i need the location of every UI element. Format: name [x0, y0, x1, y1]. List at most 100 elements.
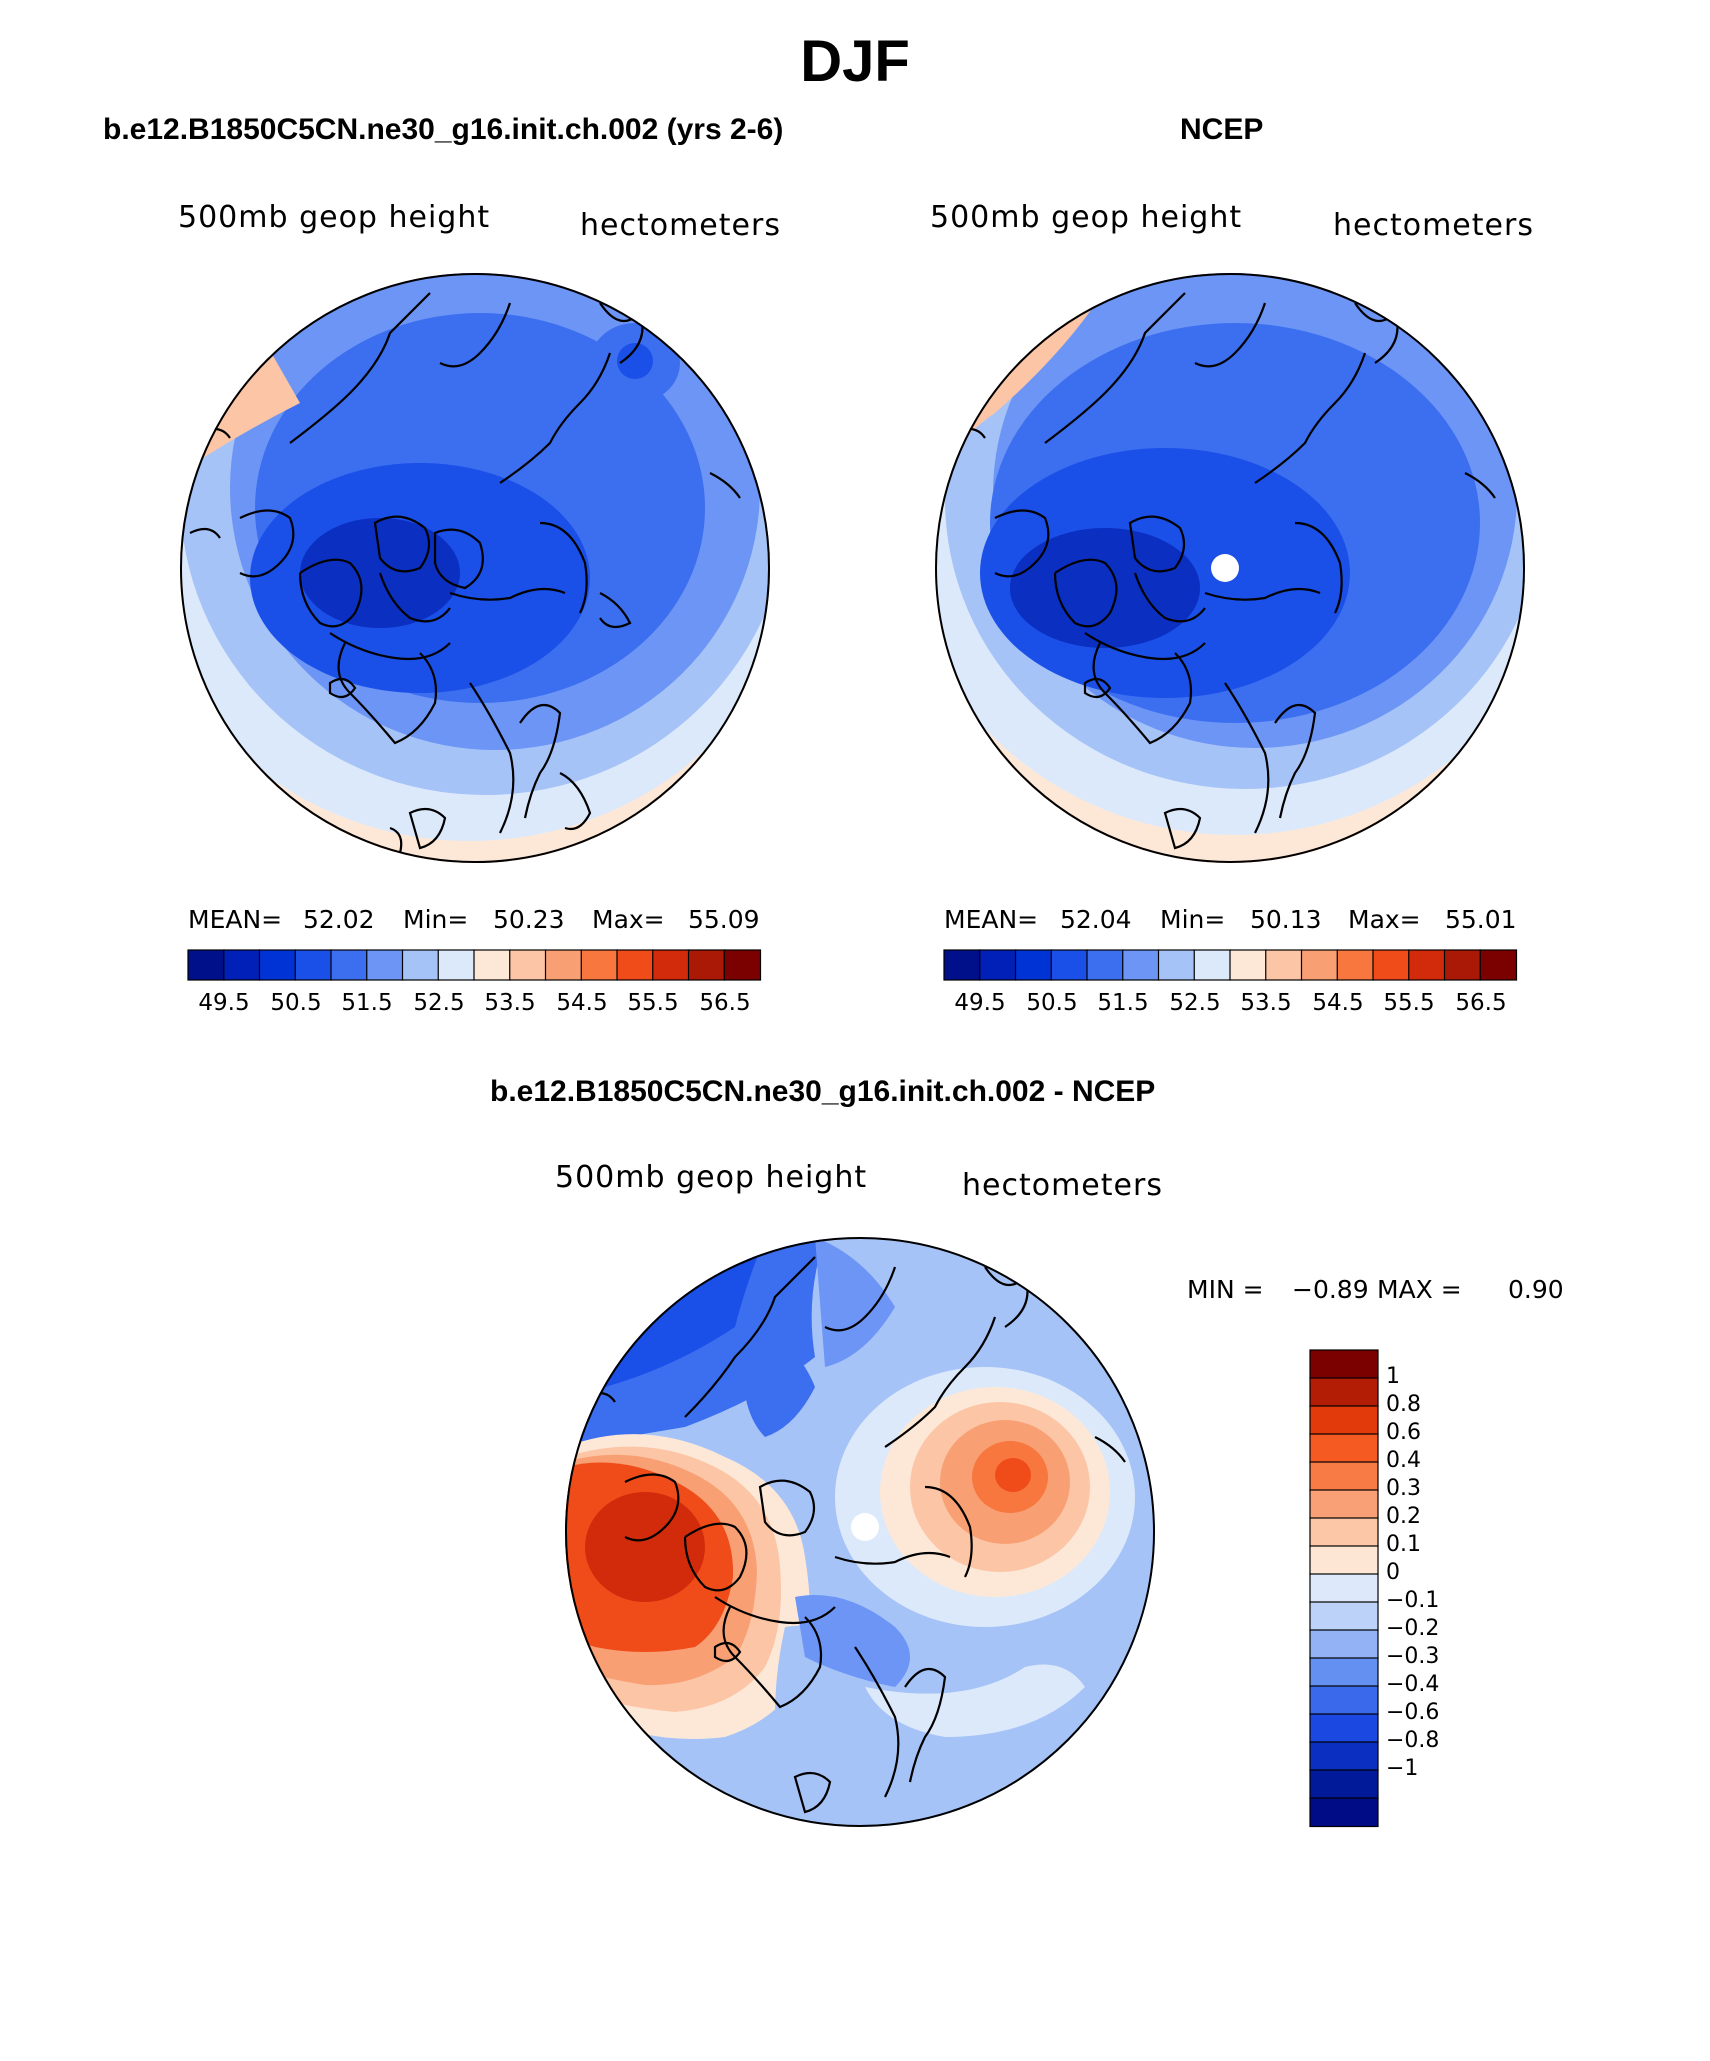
- diff-min-label: MIN =: [1187, 1275, 1264, 1304]
- cbar-label: −0.2: [1386, 1616, 1440, 1641]
- colorbar-swatch: [687, 949, 726, 981]
- model-colorbar-ticks: 49.5 50.5 51.5 52.5 53.5 54.5 55.5 56.5: [188, 990, 760, 1020]
- tick-label: 56.5: [699, 990, 751, 1016]
- diff-min-value: −0.89: [1292, 1275, 1369, 1304]
- model-mean-label: MEAN=: [188, 905, 283, 934]
- colorbar-swatch: [1193, 949, 1232, 981]
- obs-mean-label: MEAN=: [944, 905, 1039, 934]
- colorbar-swatch: [943, 949, 981, 981]
- model-polar-map: [180, 273, 770, 863]
- cbar-label: −0.3: [1386, 1644, 1440, 1669]
- colorbar-swatch: [1309, 1461, 1379, 1492]
- obs-min-value: 50.13: [1250, 905, 1322, 934]
- colorbar-swatch: [616, 949, 654, 981]
- tick-label: 50.5: [1026, 990, 1078, 1016]
- colorbar-swatch: [1479, 949, 1518, 981]
- colorbar-swatch: [544, 949, 583, 981]
- colorbar-swatch: [1014, 949, 1053, 981]
- obs-max-value: 55.01: [1445, 905, 1517, 934]
- colorbar-swatch: [979, 949, 1017, 981]
- colorbar-swatch: [1157, 949, 1196, 981]
- colorbar-swatch: [1309, 1601, 1379, 1632]
- colorbar-swatch: [437, 949, 476, 981]
- cbar-label: −0.8: [1386, 1728, 1440, 1753]
- colorbar-swatch: [1122, 949, 1160, 981]
- colorbar-swatch: [1309, 1405, 1379, 1436]
- obs-max-label: Max=: [1348, 905, 1421, 934]
- colorbar-swatch: [1309, 1713, 1379, 1744]
- obs-units-label: hectometers: [1333, 208, 1534, 243]
- cbar-label: 0.8: [1386, 1392, 1421, 1417]
- cbar-label: 0.1: [1386, 1532, 1421, 1557]
- colorbar-swatch: [509, 949, 547, 981]
- model-max-label: Max=: [592, 905, 665, 934]
- colorbar-swatch: [223, 949, 261, 981]
- diff-max-value: 0.90: [1508, 1275, 1564, 1304]
- colorbar-swatch: [1050, 949, 1089, 981]
- tick-label: 51.5: [1097, 990, 1149, 1016]
- tick-label: 49.5: [954, 990, 1006, 1016]
- colorbar-swatch: [1443, 949, 1482, 981]
- colorbar-swatch: [1309, 1517, 1379, 1548]
- colorbar-swatch: [473, 949, 511, 981]
- colorbar-swatch: [1309, 1545, 1379, 1576]
- tick-label: 54.5: [556, 990, 608, 1016]
- cbar-label: 0.6: [1386, 1420, 1421, 1445]
- colorbar-swatch: [401, 949, 440, 981]
- tick-label: 49.5: [198, 990, 250, 1016]
- colorbar-swatch: [1309, 1741, 1379, 1772]
- colorbar-swatch: [1309, 1349, 1379, 1380]
- tick-label: 53.5: [484, 990, 536, 1016]
- colorbar-swatch: [1309, 1573, 1379, 1604]
- colorbar-swatch: [652, 949, 690, 981]
- tick-label: 51.5: [341, 990, 393, 1016]
- diff-panel-title: b.e12.B1850C5CN.ne30_g16.init.ch.002 - N…: [490, 1075, 1156, 1108]
- model-units-label: hectometers: [580, 208, 781, 243]
- obs-mean-value: 52.04: [1060, 905, 1132, 934]
- colorbar-swatch: [1336, 949, 1375, 981]
- diff-units-label: hectometers: [962, 1168, 1163, 1203]
- cbar-label: 0.3: [1386, 1476, 1421, 1501]
- model-panel-title: b.e12.B1850C5CN.ne30_g16.init.ch.002 (yr…: [103, 113, 784, 146]
- colorbar-swatch: [1309, 1769, 1379, 1800]
- colorbar-swatch: [258, 949, 297, 981]
- cbar-label: −0.4: [1386, 1672, 1440, 1697]
- model-min-label: Min=: [403, 905, 469, 934]
- colorbar-swatch: [187, 949, 225, 981]
- colorbar-swatch: [723, 949, 762, 981]
- tick-label: 53.5: [1240, 990, 1292, 1016]
- obs-min-label: Min=: [1160, 905, 1226, 934]
- colorbar-swatch: [1086, 949, 1124, 981]
- colorbar-swatch: [1372, 949, 1410, 981]
- model-colorbar: [187, 949, 762, 981]
- colorbar-swatch: [1309, 1685, 1379, 1716]
- obs-panel-title: NCEP: [1180, 113, 1264, 146]
- colorbar-swatch: [1309, 1433, 1379, 1464]
- colorbar-swatch: [580, 949, 619, 981]
- model-max-value: 55.09: [688, 905, 760, 934]
- cbar-label: −1: [1386, 1756, 1419, 1781]
- obs-polar-map: [935, 273, 1525, 863]
- cbar-label: 1: [1386, 1364, 1400, 1389]
- tick-label: 55.5: [1383, 990, 1435, 1016]
- tick-label: 55.5: [627, 990, 679, 1016]
- diff-variable-label: 500mb geop height: [555, 1160, 868, 1195]
- colorbar-swatch: [1309, 1629, 1379, 1660]
- colorbar-swatch: [366, 949, 404, 981]
- model-variable-label: 500mb geop height: [178, 200, 491, 235]
- cbar-label: −0.1: [1386, 1588, 1440, 1613]
- cbar-label: 0.4: [1386, 1448, 1421, 1473]
- tick-label: 50.5: [270, 990, 322, 1016]
- tick-label: 54.5: [1312, 990, 1364, 1016]
- diff-colorbar: [1309, 1349, 1379, 1828]
- model-mean-value: 52.02: [303, 905, 375, 934]
- colorbar-swatch: [1229, 949, 1267, 981]
- obs-variable-label: 500mb geop height: [930, 200, 1243, 235]
- diff-polar-map: [565, 1237, 1155, 1827]
- main-title: DJF: [800, 29, 910, 94]
- tick-label: 56.5: [1455, 990, 1507, 1016]
- obs-colorbar-ticks: 49.5 50.5 51.5 52.5 53.5 54.5 55.5 56.5: [944, 990, 1516, 1020]
- tick-label: 52.5: [413, 990, 465, 1016]
- colorbar-swatch: [1265, 949, 1303, 981]
- colorbar-swatch: [330, 949, 368, 981]
